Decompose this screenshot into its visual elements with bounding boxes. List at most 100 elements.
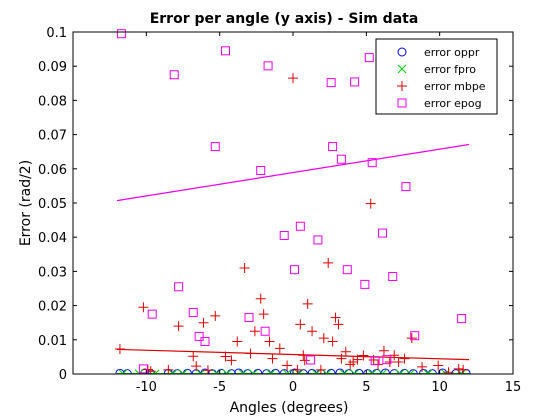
x-axis-title: Angles (degrees) bbox=[230, 400, 349, 416]
data-point-plus bbox=[318, 333, 329, 344]
data-point-plus bbox=[417, 361, 428, 372]
y-tick-label: 0.09 bbox=[38, 60, 67, 75]
data-point-plus bbox=[295, 319, 306, 330]
data-point-plus bbox=[232, 336, 243, 347]
data-point-plus bbox=[163, 364, 174, 374]
data-point-plus bbox=[274, 343, 285, 354]
data-point-plus bbox=[138, 302, 149, 313]
data-point-plus bbox=[384, 357, 395, 368]
data-point-plus bbox=[458, 364, 469, 374]
data-point-plus bbox=[210, 310, 221, 321]
data-point-square bbox=[138, 364, 148, 374]
data-point-square bbox=[147, 309, 157, 319]
data-point-square bbox=[244, 313, 254, 323]
y-tick-label: 0 bbox=[59, 368, 67, 383]
data-point-plus bbox=[340, 346, 351, 357]
data-point-plus bbox=[393, 357, 404, 368]
data-point-square bbox=[410, 331, 420, 341]
legend-label: error oppr bbox=[424, 46, 480, 59]
data-point-plus bbox=[220, 351, 231, 362]
data-point-plus bbox=[255, 293, 266, 304]
data-point-square bbox=[210, 142, 220, 152]
data-point-plus bbox=[173, 321, 184, 332]
legend-label: error fpro bbox=[424, 63, 476, 76]
legend-label: error epog bbox=[424, 97, 482, 110]
x-tick-label: 10 bbox=[431, 380, 448, 395]
data-point-plus bbox=[249, 326, 260, 337]
data-point-square bbox=[457, 314, 467, 324]
data-point-square bbox=[221, 46, 231, 56]
data-point-plus bbox=[191, 361, 202, 372]
data-point-plus bbox=[114, 344, 125, 355]
data-point-plus bbox=[288, 73, 298, 84]
data-point-square bbox=[289, 265, 299, 275]
y-tick-label: 0.07 bbox=[38, 129, 67, 144]
data-point-square bbox=[313, 235, 323, 245]
data-point-plus bbox=[365, 198, 376, 209]
data-point-square bbox=[360, 279, 370, 289]
data-point-square bbox=[326, 78, 336, 88]
data-point-plus bbox=[264, 336, 275, 347]
data-point-plus bbox=[302, 298, 313, 309]
data-point-plus bbox=[443, 367, 454, 374]
data-point-plus bbox=[358, 350, 369, 361]
y-tick-label: 0.02 bbox=[38, 300, 67, 315]
data-point-square bbox=[350, 77, 360, 87]
data-point-plus bbox=[327, 336, 338, 347]
data-point-plus bbox=[345, 359, 356, 370]
fit-line-plus bbox=[116, 348, 470, 361]
legend-marker-plus bbox=[397, 81, 407, 91]
data-point-square bbox=[295, 221, 305, 231]
data-point-plus bbox=[239, 262, 250, 273]
data-point-plus bbox=[258, 309, 269, 320]
data-point-plus bbox=[333, 319, 344, 330]
data-point-circle bbox=[335, 368, 345, 374]
data-point-plus bbox=[323, 257, 334, 268]
y-tick-label: 0.03 bbox=[38, 265, 67, 280]
data-point-plus bbox=[399, 353, 410, 364]
y-tick-label: 0.01 bbox=[38, 334, 67, 349]
data-point-plus bbox=[188, 351, 199, 362]
y-tick-label: 0.04 bbox=[38, 231, 67, 246]
x-tick-label: -10 bbox=[136, 380, 157, 395]
data-point-square bbox=[364, 53, 374, 63]
data-point-plus bbox=[336, 353, 347, 364]
data-point-square bbox=[279, 230, 289, 240]
data-point-square bbox=[174, 282, 184, 292]
data-point-square bbox=[256, 166, 266, 176]
data-point-square bbox=[116, 29, 126, 39]
fit-line-square bbox=[116, 143, 470, 202]
data-point-square bbox=[382, 355, 392, 365]
data-point-plus bbox=[282, 360, 293, 371]
legend-marker-circle bbox=[397, 47, 407, 57]
data-point-plus bbox=[348, 357, 359, 368]
axis-ticks: -10 -5 0 5 10 15 0 0.01 0.02 0.03 0.04 0.05 0.06 0.07… bbox=[38, 26, 521, 395]
data-point-square bbox=[188, 307, 198, 317]
legend-box bbox=[375, 38, 498, 115]
data-point-square bbox=[200, 337, 210, 347]
data-point-square bbox=[367, 158, 377, 168]
data-point-plus bbox=[267, 353, 278, 364]
data-point-square bbox=[194, 331, 204, 341]
data-point-plus bbox=[352, 354, 363, 365]
data-point-plus bbox=[298, 350, 309, 361]
x-tick-label: 0 bbox=[289, 380, 297, 395]
data-point-plus bbox=[307, 326, 318, 337]
y-tick-label: 0.06 bbox=[38, 163, 67, 178]
legend: error oppr error fpro error mbpe error epog bbox=[375, 38, 498, 115]
data-point-square bbox=[336, 154, 346, 164]
legend-marker-square bbox=[397, 98, 407, 108]
data-point-plus bbox=[330, 312, 341, 323]
data-point-plus bbox=[378, 345, 389, 356]
data-point-plus bbox=[453, 363, 464, 374]
legend-marker-x bbox=[397, 64, 407, 74]
x-tick-label: -5 bbox=[213, 380, 226, 395]
data-point-square bbox=[306, 355, 316, 365]
data-point-circle bbox=[115, 368, 125, 374]
y-axis-title: Error (rad/2) bbox=[18, 160, 34, 246]
data-point-plus bbox=[226, 355, 237, 366]
data-point-square bbox=[263, 61, 273, 71]
data-point-square bbox=[260, 326, 270, 336]
data-point-square bbox=[169, 70, 179, 80]
